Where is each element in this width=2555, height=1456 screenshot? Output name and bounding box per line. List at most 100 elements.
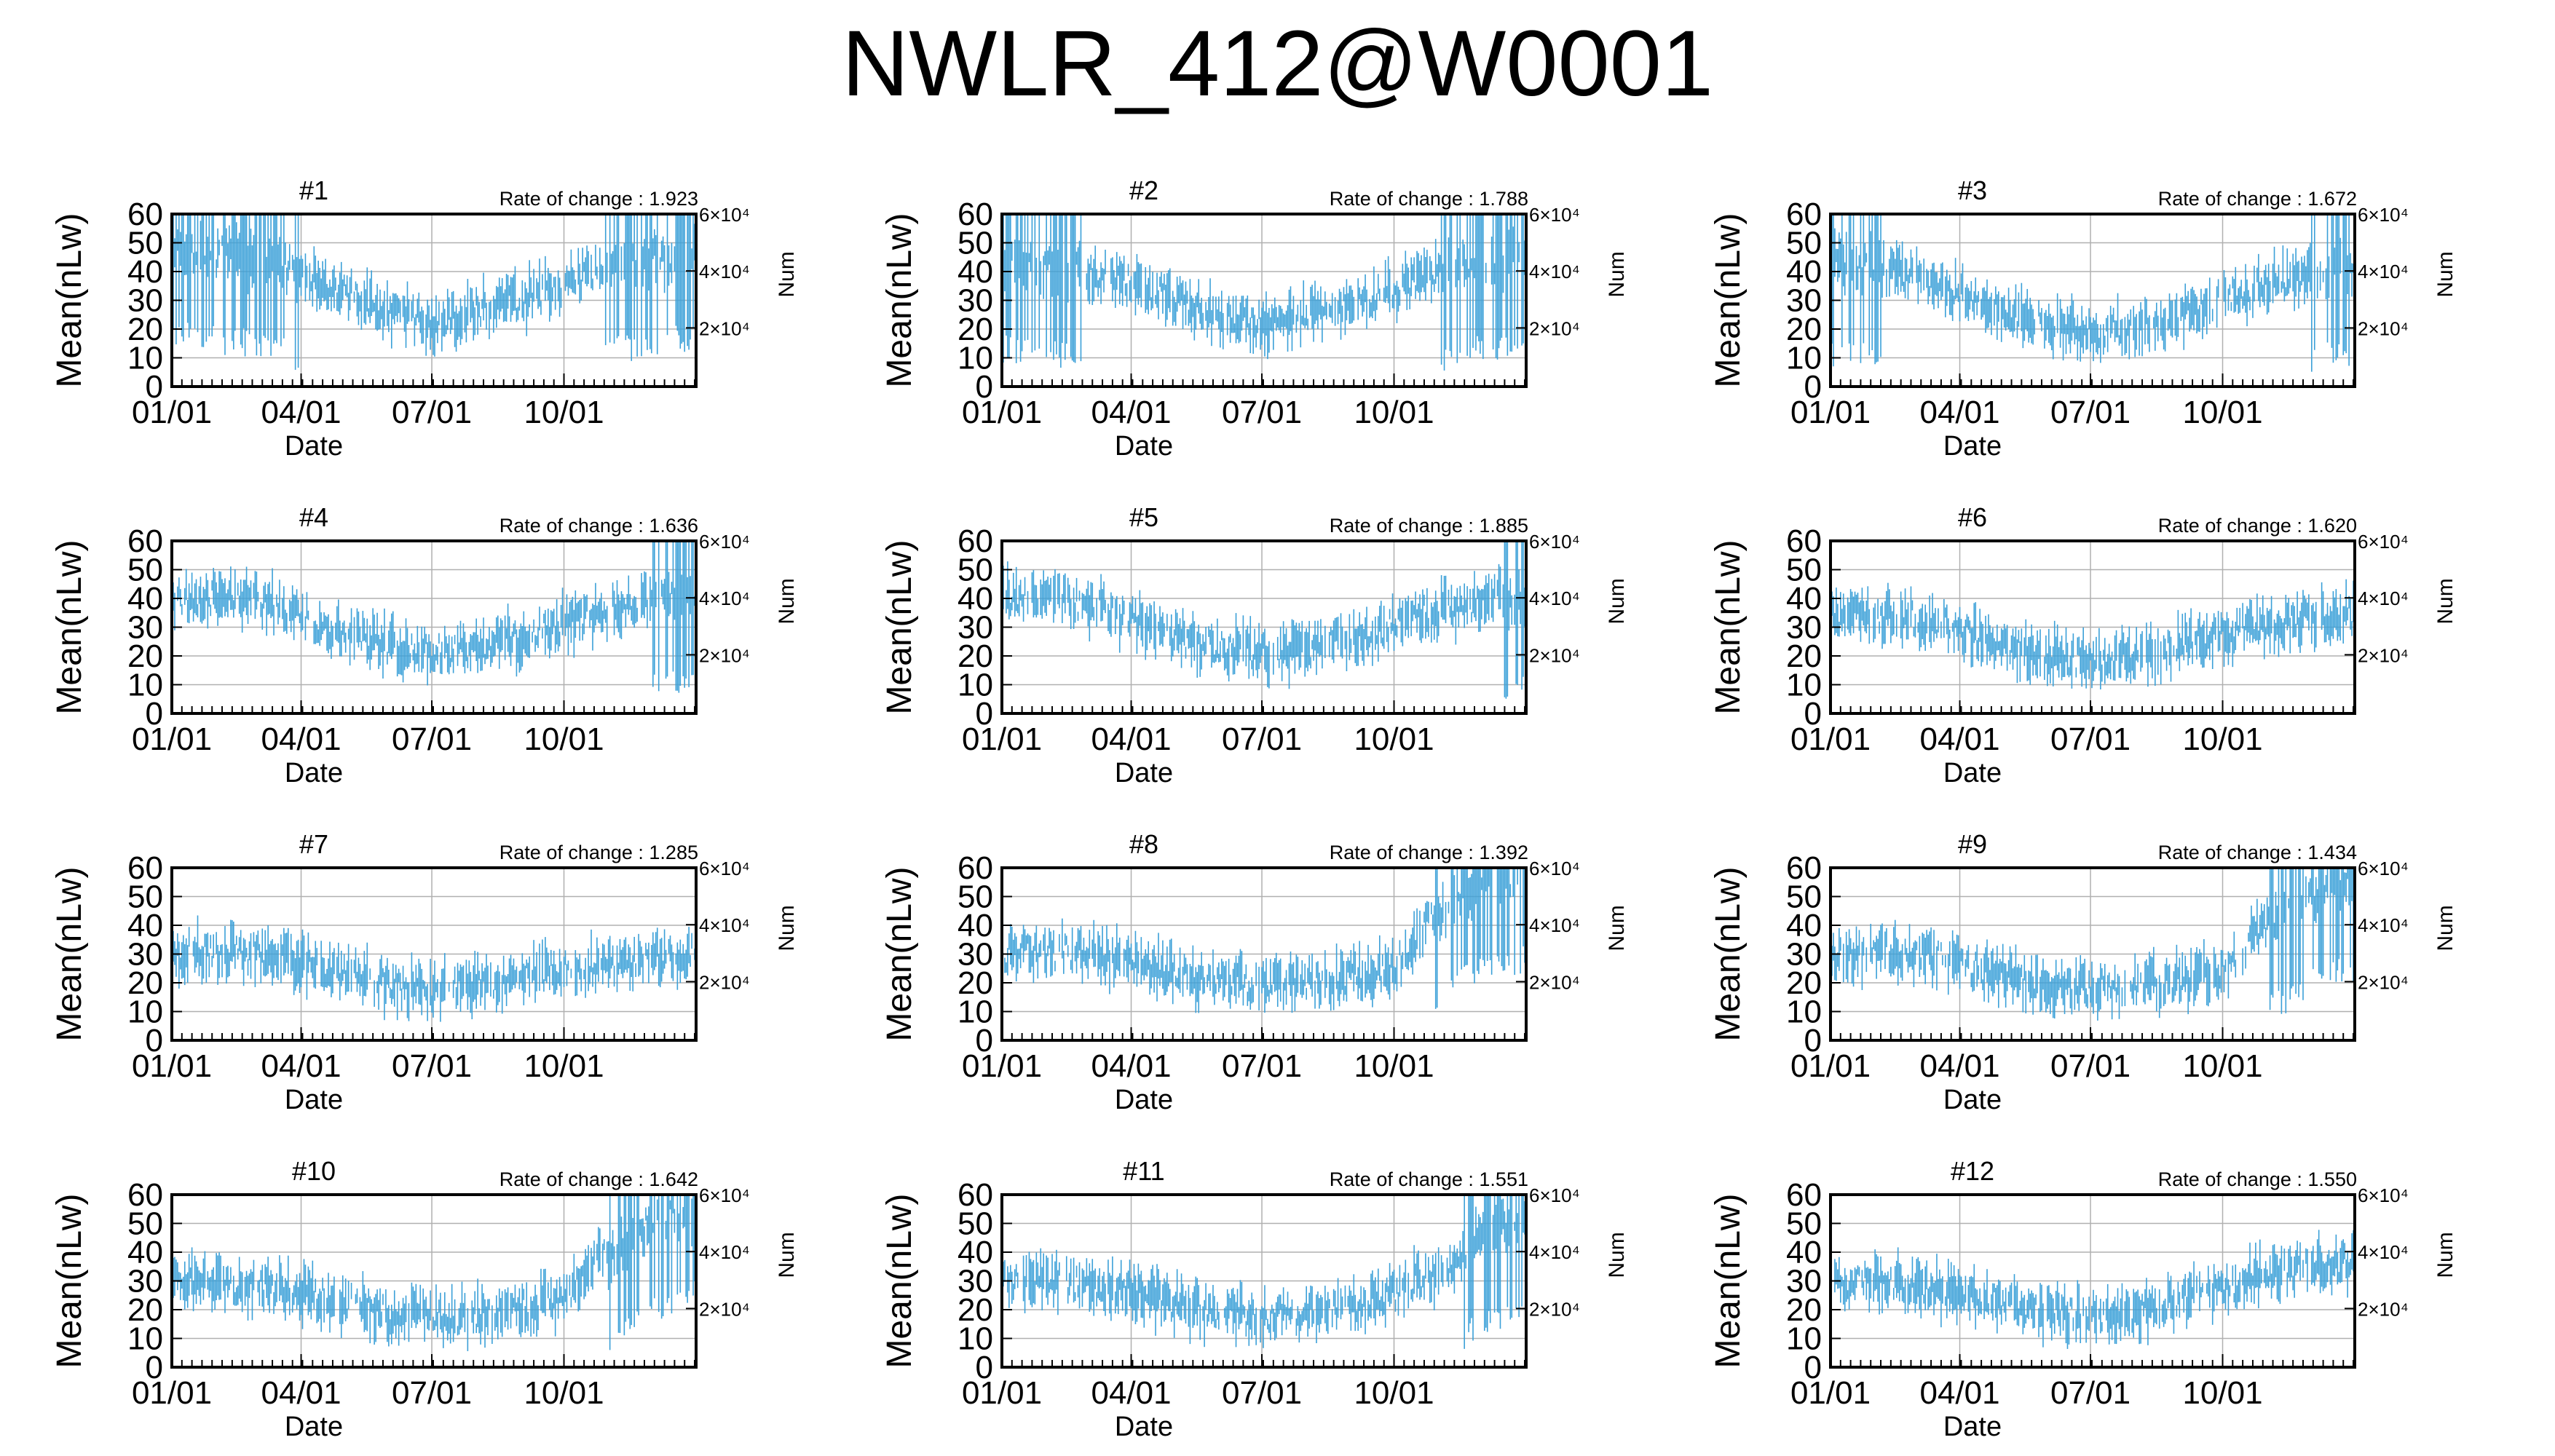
y-tick-label: 40: [957, 254, 993, 290]
y2-tick-label: 2×10⁴: [699, 644, 750, 666]
x-tick-label: 07/01: [2050, 395, 2131, 430]
x-tick-label: 07/01: [392, 721, 472, 757]
series-line: [171, 915, 695, 1022]
y-tick-label: 20: [957, 312, 993, 347]
series-line: [171, 541, 695, 693]
y-tick-label: 30: [957, 1264, 993, 1299]
y-axis-label: Mean(nLw): [1709, 213, 1748, 387]
y-tick-label: 40: [1786, 1235, 1822, 1270]
y2-axis-label: Num: [2433, 251, 2457, 297]
x-tick-label: 07/01: [1222, 395, 1302, 430]
y2-tick-label: 6×10⁴: [1529, 1184, 1580, 1206]
y-axis-label: Mean(nLw): [1709, 866, 1748, 1041]
y-axis-label: Mean(nLw): [50, 1193, 89, 1368]
y2-axis-label: Num: [1605, 578, 1629, 624]
panel-title: #2: [1129, 175, 1158, 205]
y2-tick-label: 6×10⁴: [1529, 858, 1580, 879]
rate-of-change: Rate of change : 1.788: [1330, 188, 1528, 210]
x-tick-label: 04/01: [261, 1375, 341, 1411]
x-tick-label: 01/01: [962, 1375, 1042, 1411]
x-axis-label: Date: [1115, 758, 1173, 788]
y-tick-label: 0: [1804, 1023, 1822, 1059]
y2-axis-label: Num: [2433, 905, 2457, 951]
y-tick-label: 10: [1786, 668, 1822, 703]
y-tick-label: 50: [127, 226, 163, 261]
x-tick-label: 04/01: [1091, 395, 1171, 430]
series-line: [1830, 868, 2354, 1021]
panel-title: #6: [1958, 502, 1987, 532]
y-tick-label: 0: [146, 369, 163, 405]
x-axis-label: Date: [1943, 758, 2002, 788]
rate-of-change: Rate of change : 1.620: [2158, 515, 2357, 537]
panel-title: #5: [1129, 502, 1158, 532]
x-tick-label: 10/01: [2182, 1048, 2262, 1084]
x-axis-label: Date: [285, 431, 343, 462]
y-tick-label: 10: [1786, 341, 1822, 376]
rate-of-change: Rate of change : 1.636: [499, 515, 698, 537]
y-tick-label: 60: [957, 1177, 993, 1213]
y2-tick-label: 6×10⁴: [2358, 1184, 2409, 1206]
y-tick-label: 0: [146, 696, 163, 732]
y-tick-label: 50: [957, 226, 993, 261]
x-tick-label: 01/01: [962, 721, 1042, 757]
y2-tick-label: 2×10⁴: [2358, 644, 2409, 666]
y-tick-label: 50: [1786, 553, 1822, 588]
y2-tick-label: 2×10⁴: [2358, 1298, 2409, 1320]
y-axis-label: Mean(nLw): [880, 213, 919, 387]
y-tick-label: 30: [1786, 1264, 1822, 1299]
x-tick-label: 07/01: [392, 395, 472, 430]
y-tick-label: 30: [127, 937, 163, 973]
rate-of-change: Rate of change : 1.551: [1330, 1168, 1528, 1190]
y-tick-label: 50: [127, 1206, 163, 1242]
y-axis-label: Mean(nLw): [880, 1193, 919, 1368]
panel-title: #8: [1129, 829, 1158, 859]
y-tick-label: 10: [1786, 1321, 1822, 1357]
y2-tick-label: 6×10⁴: [699, 204, 750, 226]
y2-tick-label: 2×10⁴: [699, 317, 750, 339]
x-tick-label: 01/01: [962, 1048, 1042, 1084]
y2-axis-label: Num: [1605, 905, 1629, 951]
y2-tick-label: 4×10⁴: [2358, 1241, 2409, 1263]
y-tick-label: 10: [127, 341, 163, 376]
y2-tick-label: 6×10⁴: [699, 1184, 750, 1206]
x-tick-label: 10/01: [2182, 721, 2262, 757]
series-line: [1001, 868, 1525, 1013]
panel-title: #10: [292, 1156, 336, 1186]
y-tick-label: 20: [1786, 965, 1822, 1001]
series-line: [1830, 214, 2354, 372]
x-tick-label: 07/01: [392, 1375, 472, 1411]
y-tick-label: 40: [127, 1235, 163, 1270]
series-line: [1003, 541, 1525, 699]
x-tick-label: 10/01: [1354, 1375, 1434, 1411]
y-axis-label: Mean(nLw): [50, 539, 89, 714]
x-axis-label: Date: [1115, 431, 1173, 462]
y-tick-label: 0: [976, 1350, 993, 1385]
y2-tick-label: 2×10⁴: [699, 1298, 750, 1320]
y-tick-label: 40: [127, 581, 163, 617]
y2-tick-label: 4×10⁴: [1529, 914, 1580, 936]
x-tick-label: 10/01: [524, 1048, 604, 1084]
panel-title: #1: [299, 175, 328, 205]
y2-axis-label: Num: [1605, 251, 1629, 297]
y-tick-label: 20: [1786, 1292, 1822, 1328]
y-tick-label: 20: [127, 1292, 163, 1328]
x-tick-label: 10/01: [2182, 395, 2262, 430]
y2-tick-label: 4×10⁴: [1529, 261, 1580, 282]
y-tick-label: 60: [1786, 523, 1822, 559]
y-tick-label: 50: [127, 879, 163, 915]
y-tick-label: 0: [146, 1350, 163, 1385]
y-tick-label: 40: [957, 581, 993, 617]
y-tick-label: 20: [127, 638, 163, 674]
y-tick-label: 50: [1786, 226, 1822, 261]
x-tick-label: 01/01: [132, 1048, 212, 1084]
figure-title: NWLR_412@W0001: [841, 12, 1714, 116]
y-tick-label: 60: [1786, 197, 1822, 232]
y2-tick-label: 2×10⁴: [2358, 971, 2409, 993]
y-tick-label: 60: [127, 1177, 163, 1213]
x-tick-label: 10/01: [1354, 395, 1434, 430]
